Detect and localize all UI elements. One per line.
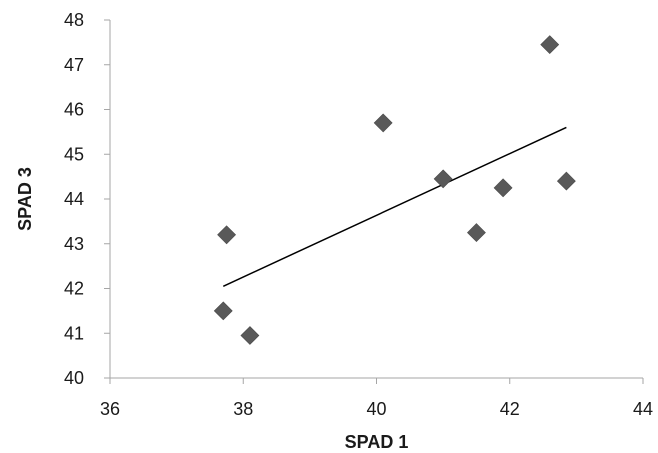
y-tick-label: 43	[64, 234, 84, 254]
x-axis-title: SPAD 1	[345, 432, 409, 452]
y-tick-label: 48	[64, 10, 84, 30]
data-point	[467, 223, 486, 242]
data-points	[213, 35, 576, 345]
trendline	[222, 126, 567, 287]
x-tick-label: 42	[500, 399, 520, 419]
x-tick-label: 38	[233, 399, 253, 419]
data-point	[217, 225, 237, 245]
data-point	[213, 301, 233, 321]
x-axis: 36 38 40 42 44	[100, 377, 653, 419]
y-axis: 40 41 42 43 44 45 46 47 48	[64, 10, 111, 388]
plot-area: 36 38 40 42 44 40 41 42 43 44 45 46 47 48	[64, 10, 653, 419]
data-point	[433, 169, 453, 189]
y-tick-label: 42	[64, 279, 84, 299]
y-tick-label: 46	[64, 100, 84, 120]
y-tick-label: 47	[64, 55, 84, 75]
y-axis-title: SPAD 3	[15, 167, 35, 231]
x-tick-label: 40	[366, 399, 386, 419]
data-point	[556, 171, 576, 191]
data-point	[540, 35, 560, 55]
trendline-layer	[222, 126, 567, 287]
x-tick-label: 44	[633, 399, 653, 419]
data-point	[240, 326, 260, 345]
data-point	[493, 178, 513, 198]
y-tick-label: 40	[64, 368, 84, 388]
y-tick-label: 45	[64, 144, 84, 164]
data-point	[373, 113, 393, 133]
x-tick-label: 36	[100, 399, 120, 419]
y-tick-label: 41	[64, 323, 84, 343]
y-tick-label: 44	[64, 189, 84, 209]
